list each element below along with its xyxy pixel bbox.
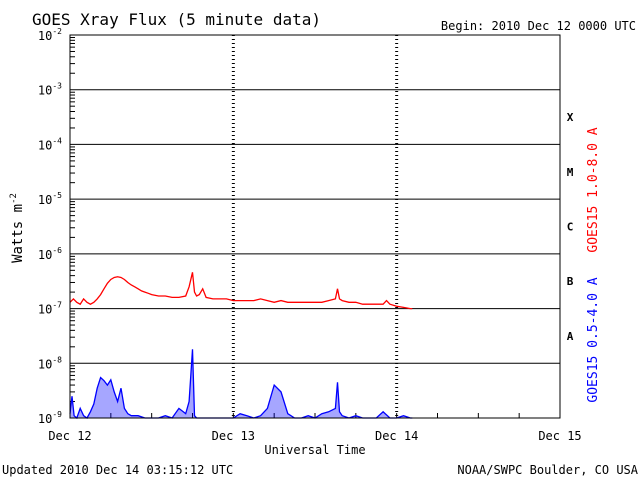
y-tick-labels: 10-2 10-3 10-4 10-5 10-6 10-7 10-8 10-9 — [38, 27, 62, 426]
x-tick-label: Dec 12 — [48, 429, 91, 443]
legend-long-group: GOES15 1.0-8.0 A — [586, 127, 601, 252]
plot-frame — [69, 34, 561, 419]
x-tick-label: Dec 14 — [375, 429, 418, 443]
y-axis-label-sup: -2 — [9, 193, 19, 204]
credit-label: NOAA/SWPC Boulder, CO USA — [457, 463, 638, 477]
y-tick-label: 10-2 — [38, 27, 62, 43]
chart-title: GOES Xray Flux (5 minute data) — [32, 10, 321, 29]
series-line-long-channel — [69, 272, 413, 310]
y-tick-label: 10-7 — [38, 301, 62, 317]
flare-class-label: M — [567, 166, 574, 179]
updated-timestamp: Updated 2010 Dec 14 03:15:12 UTC — [2, 463, 233, 477]
legend-short-channel: GOES15 0.5-4.0 A — [586, 277, 601, 402]
y-tick-label: 10-8 — [38, 355, 62, 371]
flare-class-labels: X M C B A — [567, 111, 574, 343]
y-axis-label: Watts m-2 — [9, 193, 26, 263]
y-tick-label: 10-3 — [38, 82, 62, 98]
flare-class-label: X — [567, 111, 574, 124]
y-tick-label: 10-6 — [38, 246, 62, 262]
x-tick-label: Dec 15 — [538, 429, 581, 443]
y-axis-label-group: Watts m-2 — [9, 193, 26, 263]
x-tick-labels: Dec 12 Dec 13 Dec 14 Dec 15 — [48, 429, 581, 443]
y-axis-label-text: Watts m — [10, 204, 26, 263]
y-tick-label: 10-4 — [38, 136, 62, 152]
series-layer — [69, 272, 413, 420]
y-tick-label: 10-9 — [38, 410, 62, 426]
grid-layer — [69, 35, 561, 418]
begin-time-label: Begin: 2010 Dec 12 0000 UTC — [441, 19, 636, 33]
flare-class-label: B — [567, 275, 574, 288]
series-area-short-channel — [70, 349, 413, 418]
legend-long-channel: GOES15 1.0-8.0 A — [586, 127, 601, 252]
x-tick-label: Dec 13 — [212, 429, 255, 443]
y-tick-label: 10-5 — [38, 191, 62, 207]
flare-class-label: A — [567, 330, 574, 343]
x-axis-label: Universal Time — [264, 443, 365, 457]
flare-class-label: C — [567, 221, 574, 234]
legend-short-group: GOES15 0.5-4.0 A — [586, 277, 601, 402]
